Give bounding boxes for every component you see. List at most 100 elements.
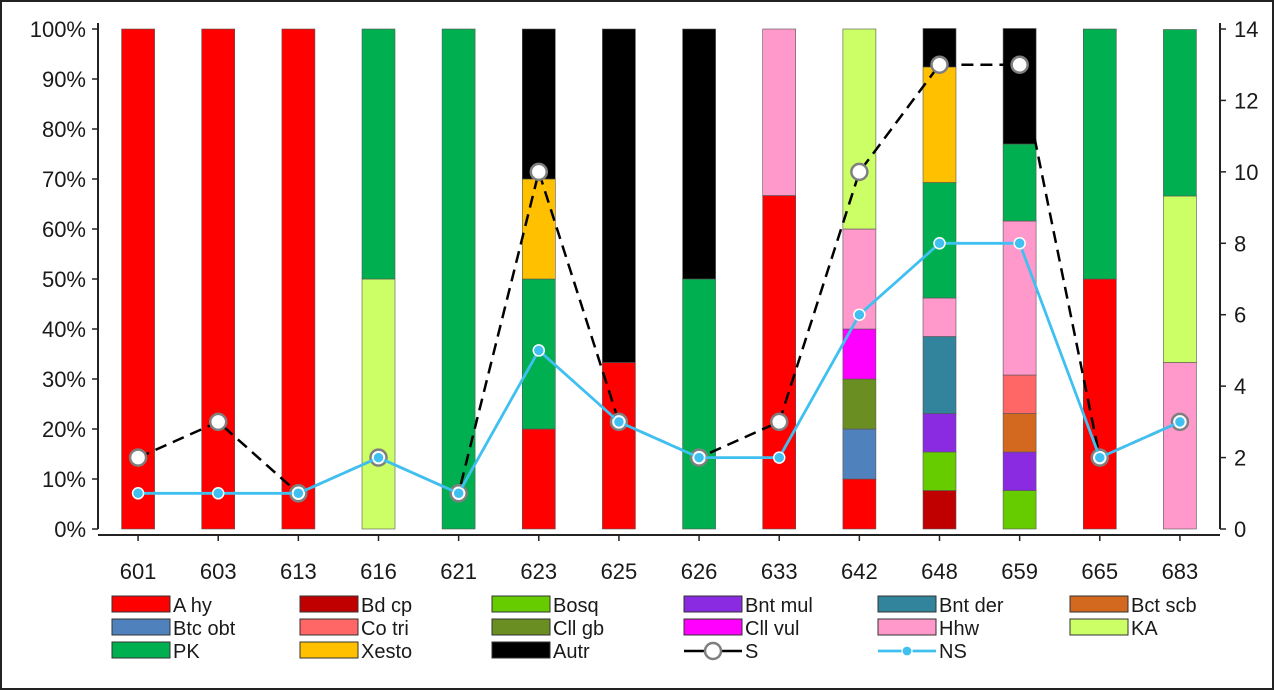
x-tick-label: 642 [841, 559, 878, 584]
series-point-ns [372, 451, 385, 464]
series-line-ns [138, 241, 1181, 496]
bar-segment [1002, 451, 1037, 491]
bar-segment [602, 362, 636, 530]
right-tick-label: 0 [1234, 517, 1246, 542]
legend-item: NS [878, 641, 967, 663]
left-tick-label: 10% [42, 467, 86, 492]
bar-segment [1002, 490, 1037, 530]
bar-segment [922, 336, 957, 414]
series-point-s [208, 412, 228, 432]
bar-segment [521, 278, 556, 430]
series-point-ns [1013, 237, 1026, 250]
legend-swatch [877, 618, 937, 636]
lines-layer [128, 55, 1190, 503]
legend-label: NS [939, 641, 967, 663]
series-point-ns [211, 487, 225, 500]
right-tick-label: 12 [1234, 88, 1258, 113]
right-tick-label: 6 [1234, 303, 1246, 328]
series-point-s [128, 448, 148, 467]
series-point-s [850, 162, 869, 182]
series-point-ns [452, 487, 465, 500]
legend-label: Bnt mul [745, 595, 813, 617]
legend-item: Bnt der [877, 595, 1004, 617]
legend-label: Cll gb [553, 618, 604, 640]
legend-label: Xesto [361, 641, 412, 663]
legend-label: Bct scb [1131, 595, 1197, 617]
right-tick-label: 4 [1234, 374, 1246, 399]
legend-item: Hhw [877, 618, 980, 640]
bar-segment [521, 28, 556, 180]
series-point-s [529, 162, 549, 182]
legend-label: KA [1131, 618, 1158, 640]
legend-swatch [111, 595, 171, 613]
bar-segment [1002, 143, 1037, 222]
left-tick-label: 100% [30, 17, 86, 42]
bar-segment [602, 28, 636, 363]
bar-segment [521, 178, 556, 280]
legend-swatch [299, 595, 359, 613]
axes-layer: 0% 10% 20% 30% 40% 50% 60% 70% 80% 90% 100% 0 2 4 6 8 10… [30, 17, 1259, 584]
bar-segment [922, 451, 957, 491]
x-tick-label: 621 [440, 559, 477, 584]
series-point-ns [933, 237, 946, 250]
bar-segment [922, 66, 957, 183]
legend-label: Btc obt [173, 618, 236, 640]
legend-item: S [684, 641, 758, 663]
legend-item: Bct scb [1069, 595, 1197, 617]
left-tick-label: 20% [42, 417, 86, 442]
right-tick-label: 14 [1234, 17, 1258, 42]
bar-segment [201, 28, 235, 530]
bar-segment [361, 278, 396, 530]
bar-segment [521, 428, 556, 530]
bar-segment [1163, 29, 1197, 197]
legend-swatch [683, 595, 743, 613]
bar-segment [1002, 413, 1037, 453]
legend-label: Bd cp [361, 595, 412, 617]
series-point-s [769, 412, 789, 432]
left-tick-label: 70% [42, 167, 86, 192]
bar-segment [1002, 374, 1037, 414]
legend-swatch [111, 618, 171, 636]
legend-label: Bnt der [939, 595, 1004, 617]
legend-label: S [745, 641, 758, 663]
legend-item: Bnt mul [683, 595, 813, 617]
legend-item: Btc obt [111, 618, 236, 640]
legend-item: Xesto [299, 641, 412, 663]
bar-segment [762, 28, 797, 196]
legend-label: PK [173, 641, 200, 663]
legend-swatch [299, 641, 359, 659]
legend-item: Co tri [299, 618, 409, 640]
bar-segment [762, 195, 797, 530]
legend-swatch [491, 595, 551, 613]
bar-segment [842, 328, 877, 380]
bar-segment [922, 297, 957, 337]
legend-swatch [111, 641, 171, 659]
x-tick-label: 616 [360, 559, 397, 584]
legend-swatch [1069, 595, 1129, 613]
left-tick-label: 80% [42, 117, 86, 142]
x-tick-label: 625 [601, 559, 638, 584]
legend-item: Bd cp [299, 595, 412, 617]
series-point-ns [292, 487, 305, 500]
legend-label: A hy [173, 595, 212, 617]
x-tick-label: 603 [200, 559, 237, 584]
bar-segment [1163, 362, 1197, 530]
series-point-ns [692, 451, 706, 464]
legend-item: Bosq [491, 595, 599, 617]
x-tick-label: 613 [280, 559, 317, 584]
left-tick-label: 0% [54, 517, 86, 542]
left-tick-label: 60% [42, 217, 86, 242]
legend-swatch [491, 641, 551, 659]
series-point-ns [772, 451, 786, 464]
legend-swatch [299, 618, 359, 636]
bar-segment [682, 278, 716, 530]
bar-segment [842, 478, 877, 530]
bar-segment [441, 28, 476, 530]
x-tick-label: 601 [120, 559, 157, 584]
right-tick-label: 10 [1234, 160, 1258, 185]
bar-segment [922, 413, 957, 453]
x-tick-label: 659 [1001, 559, 1038, 584]
left-tick-label: 40% [42, 317, 86, 342]
